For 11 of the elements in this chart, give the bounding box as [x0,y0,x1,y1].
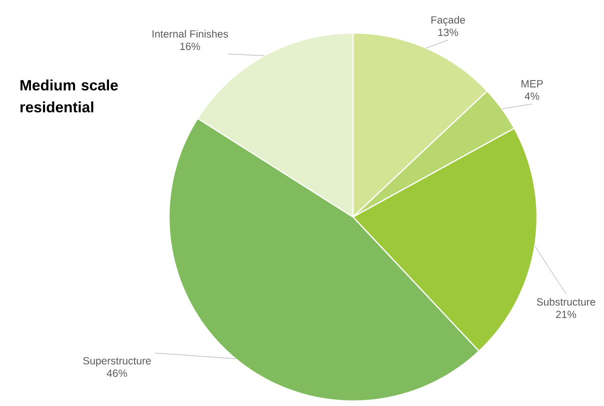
data-label: 21% [556,310,576,318]
slice-label: Superstructure [83,357,151,367]
data-label: 13% [438,28,458,36]
slice-label: Substructure [536,298,596,306]
slice-label: Façade [431,16,465,26]
text: Medium scale residential [20,80,118,112]
data-label: 46% [106,370,128,377]
data-label: 16% [180,42,200,50]
slice-label: Internal Finishes [152,30,228,38]
slice-label: MEP [522,80,543,88]
data-label: 4% [524,92,540,100]
